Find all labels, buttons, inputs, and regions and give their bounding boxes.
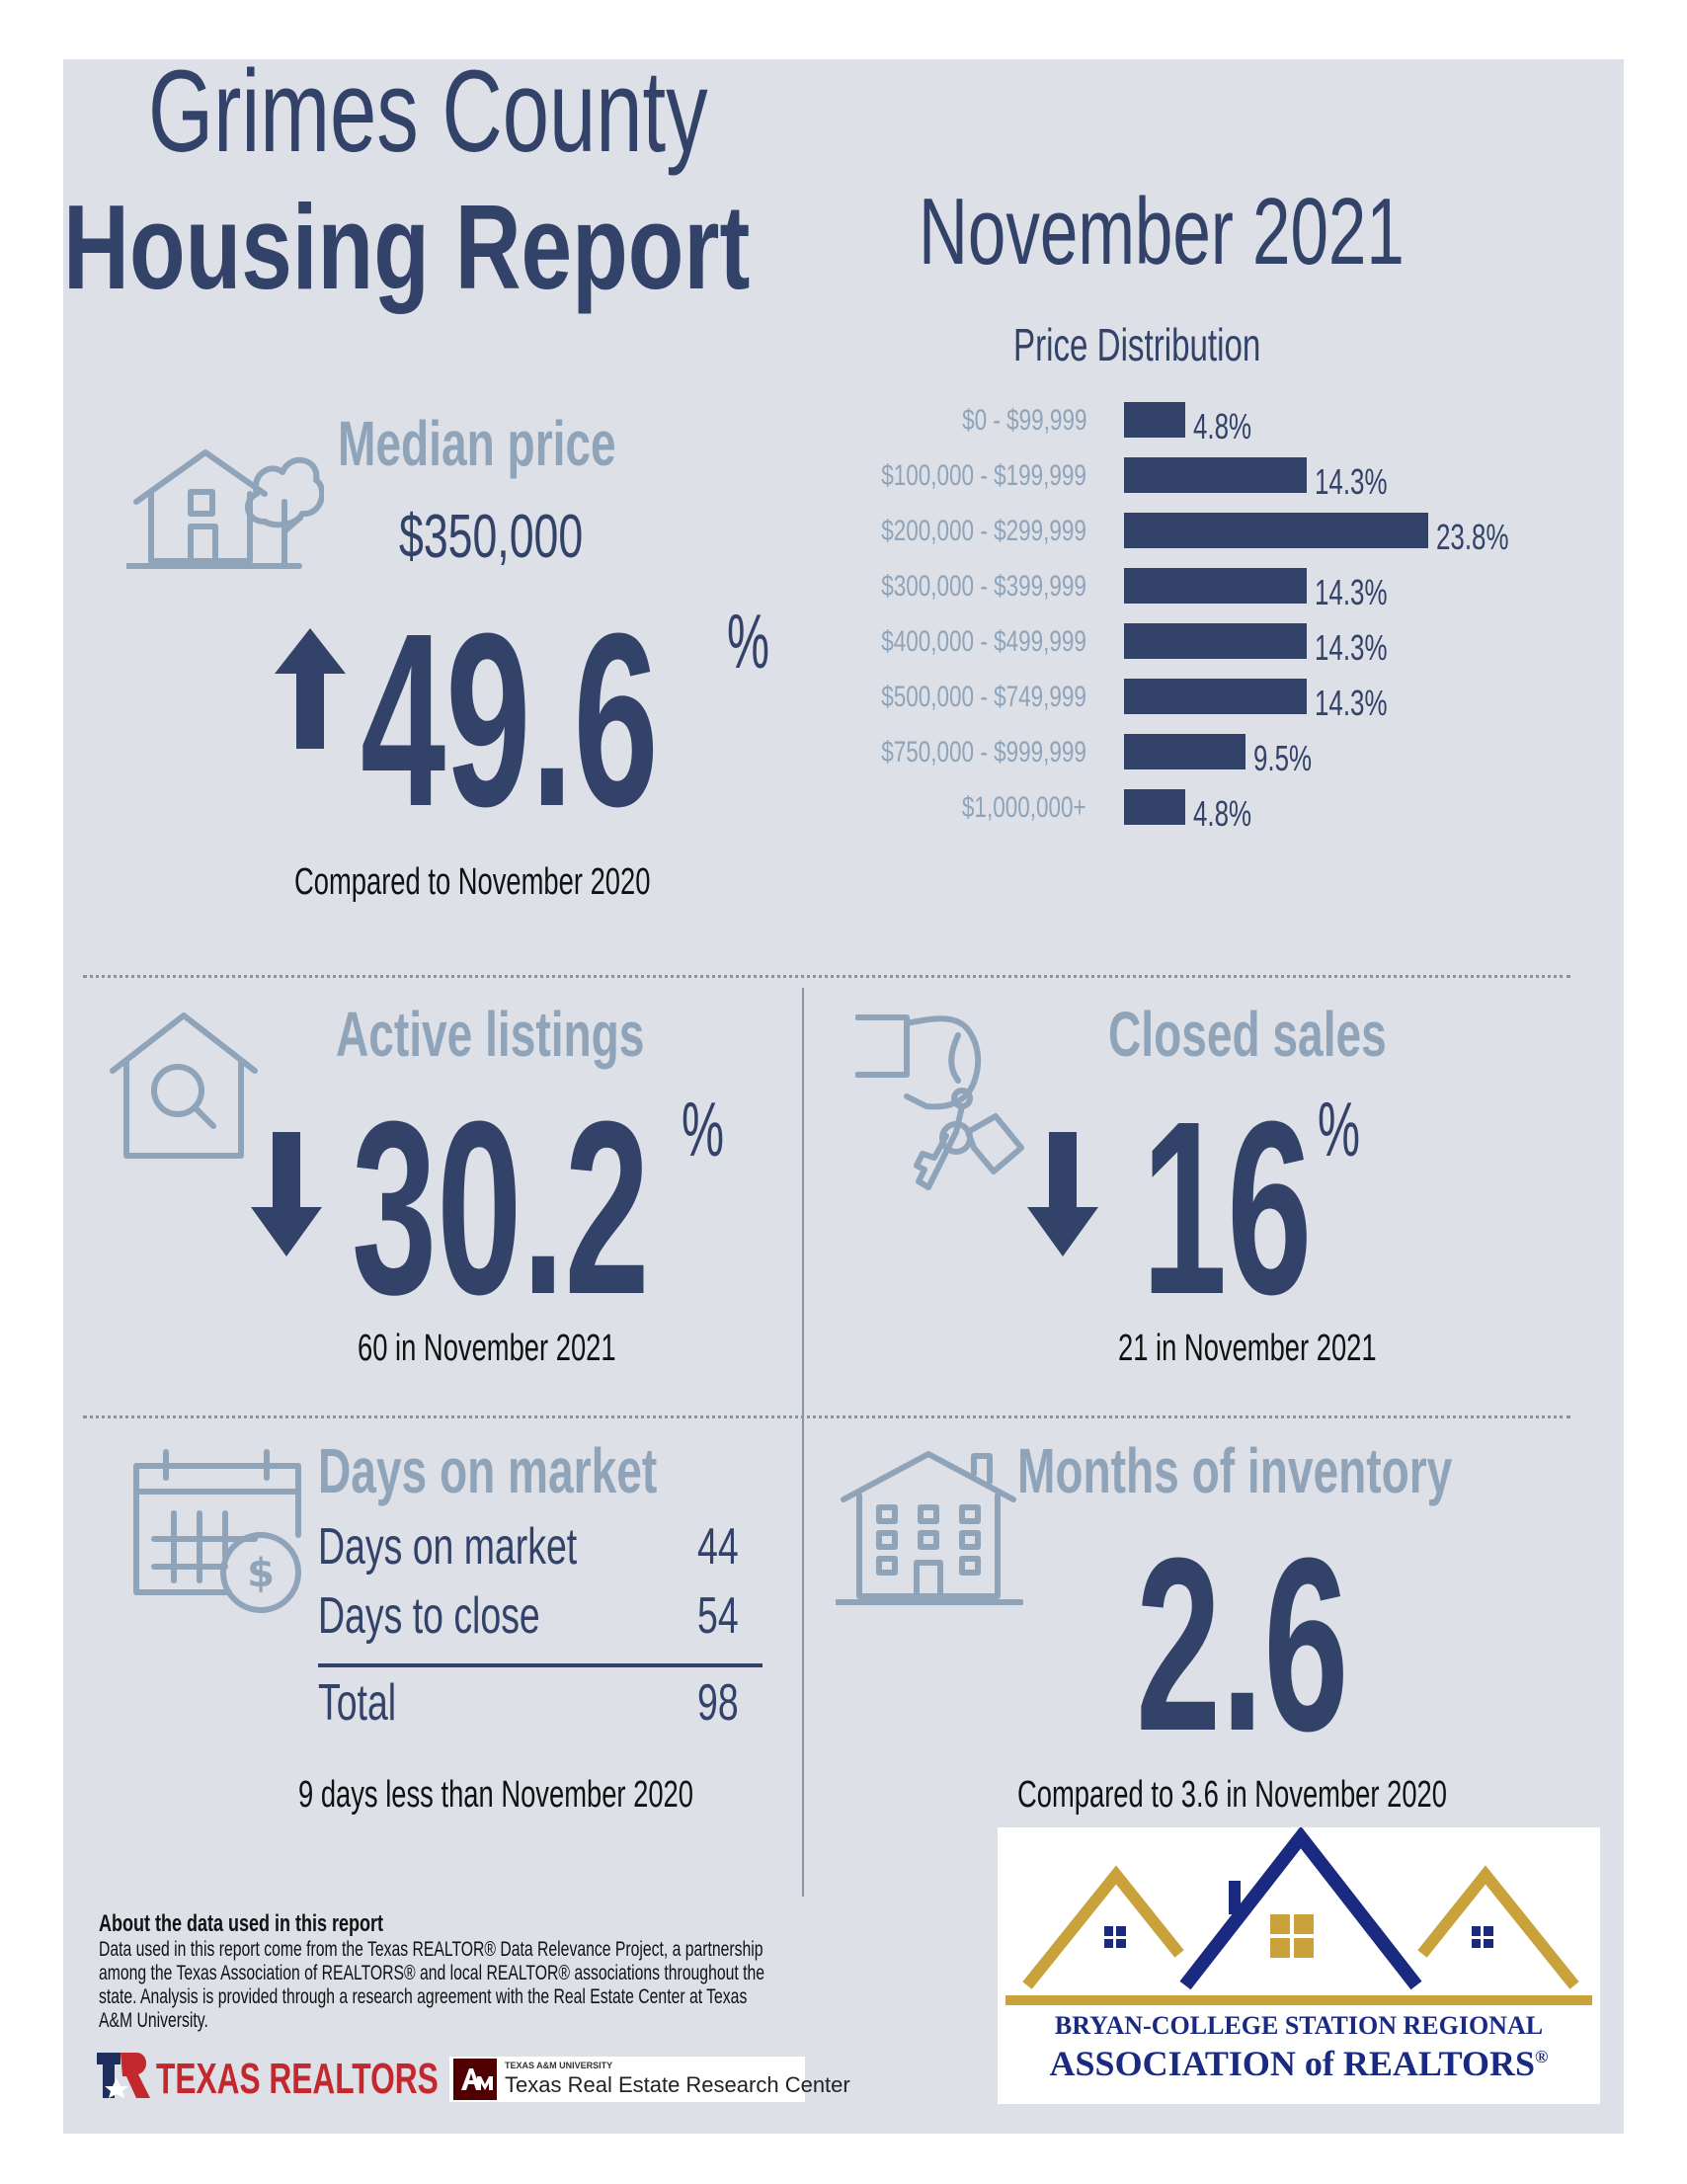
months-inventory-heading: Months of inventory — [1017, 1435, 1453, 1506]
price-range-label: $200,000 - $299,999 — [881, 515, 1086, 547]
hand-keys-icon — [855, 1014, 1024, 1190]
dtc-row-value: 54 — [697, 1587, 739, 1645]
price-distribution-bar — [1124, 789, 1185, 825]
price-distribution-value: 4.8% — [1193, 406, 1252, 446]
price-distribution-value: 23.8% — [1436, 517, 1509, 557]
price-distribution-value: 14.3% — [1315, 627, 1388, 668]
bcs-association-logo: BRYAN-COLLEGE STATION REGIONAL ASSOCIATI… — [998, 1827, 1600, 2104]
texas-realtors-logo-mark — [97, 2053, 150, 2098]
price-distribution-bar — [1124, 513, 1428, 548]
apartment-building-icon — [836, 1451, 1023, 1605]
total-row-label: Total — [318, 1674, 397, 1732]
arrow-down-icon — [1027, 1132, 1098, 1256]
price-distribution-value: 9.5% — [1253, 738, 1313, 778]
closed-sales-caption: 21 in November 2021 — [1118, 1328, 1377, 1369]
total-row-value: 98 — [697, 1674, 739, 1732]
price-range-label: $500,000 - $749,999 — [881, 681, 1086, 713]
dom-row-label: Days on market — [318, 1518, 578, 1576]
about-body: Data used in this report come from the T… — [99, 1938, 764, 2032]
bcs-roofs-icon — [1005, 1827, 1592, 2005]
price-distribution-bar — [1124, 568, 1307, 604]
divider-top — [83, 975, 1570, 978]
price-distribution-row: $200,000 - $299,999 23.8% — [751, 511, 1541, 557]
months-inventory-caption: Compared to 3.6 in November 2020 — [1017, 1774, 1447, 1816]
arrow-up-icon — [275, 628, 346, 749]
house-with-tree-icon — [126, 449, 324, 569]
price-distribution-row: $500,000 - $749,999 14.3% — [751, 677, 1541, 723]
price-distribution-row: $400,000 - $499,999 14.3% — [751, 621, 1541, 668]
closed-sales-pct-sign: % — [1318, 1086, 1361, 1173]
title-report: Housing Report — [63, 180, 751, 314]
title-county: Grimes County — [148, 46, 708, 177]
bcs-logo-line2-text: ASSOCIATION of REALTORS — [1049, 2044, 1536, 2083]
price-distribution-title: Price Distribution — [1013, 319, 1261, 370]
price-distribution-bar — [1124, 734, 1245, 769]
tamu-mark-icon — [453, 2059, 497, 2100]
price-distribution-value: 14.3% — [1315, 572, 1388, 612]
report-month: November 2021 — [919, 179, 1405, 284]
price-distribution-row: $300,000 - $399,999 14.3% — [751, 566, 1541, 612]
closed-sales-change: 16 — [1142, 1070, 1313, 1345]
median-price-value: $350,000 — [399, 503, 584, 571]
active-listings-heading: Active listings — [336, 999, 645, 1070]
report-panel — [63, 59, 1624, 2134]
dom-row-value: 44 — [697, 1518, 739, 1576]
price-distribution-bar — [1124, 402, 1185, 438]
about-title: About the data used in this report — [99, 1910, 384, 1937]
price-distribution-row: $0 - $99,999 4.8% — [751, 400, 1541, 446]
days-on-market-heading: Days on market — [318, 1435, 658, 1506]
svg-text:$: $ — [247, 1551, 275, 1596]
active-listings-pct-sign: % — [682, 1086, 725, 1173]
months-inventory-value: 2.6 — [1136, 1506, 1349, 1782]
bcs-logo-reg-mark: ® — [1535, 2047, 1549, 2066]
active-listings-change: 30.2 — [352, 1070, 650, 1345]
closed-sales-heading: Closed sales — [1108, 999, 1387, 1070]
price-range-label: $750,000 - $999,999 — [881, 736, 1086, 768]
price-distribution-bar — [1124, 457, 1307, 493]
tamu-name-text: Texas Real Estate Research Center — [505, 2072, 850, 2097]
price-distribution-value: 14.3% — [1315, 461, 1388, 502]
median-price-heading: Median price — [338, 408, 616, 479]
days-on-market-caption: 9 days less than November 2020 — [298, 1774, 693, 1816]
calendar-dollar-icon: $ — [133, 1449, 301, 1613]
price-range-label: $400,000 - $499,999 — [881, 625, 1086, 658]
tamu-logo: TEXAS A&M UNIVERSITY Texas Real Estate R… — [449, 2057, 850, 2102]
price-distribution-value: 4.8% — [1193, 793, 1252, 834]
bcs-logo-line2: ASSOCIATION of REALTORS® — [998, 2043, 1600, 2084]
price-distribution-value: 14.3% — [1315, 683, 1388, 723]
price-distribution-row: $750,000 - $999,999 9.5% — [751, 732, 1541, 778]
active-listings-caption: 60 in November 2021 — [358, 1328, 616, 1369]
median-price-pct-sign: % — [727, 598, 770, 685]
divider-middle — [83, 1416, 1570, 1418]
price-range-label: $100,000 - $199,999 — [881, 459, 1086, 492]
price-distribution-bar — [1124, 623, 1307, 659]
total-rule — [318, 1663, 763, 1667]
arrow-down-icon — [251, 1132, 322, 1256]
divider-vertical — [802, 988, 804, 1897]
texas-realtors-logo-text: TEXAS REALTORS — [156, 2055, 439, 2103]
price-range-label: $1,000,000+ — [962, 791, 1086, 824]
price-distribution-bar — [1124, 679, 1307, 714]
house-magnifier-icon — [110, 1012, 258, 1159]
tamu-small-text: TEXAS A&M UNIVERSITY — [505, 2061, 613, 2070]
bcs-logo-line1: BRYAN-COLLEGE STATION REGIONAL — [1054, 2011, 1544, 2040]
median-price-change: 49.6 — [361, 582, 659, 857]
price-distribution-row: $1,000,000+ 4.8% — [751, 787, 1541, 834]
price-distribution-row: $100,000 - $199,999 14.3% — [751, 455, 1541, 502]
median-price-caption: Compared to November 2020 — [294, 861, 651, 903]
price-range-label: $0 - $99,999 — [961, 404, 1086, 437]
price-range-label: $300,000 - $399,999 — [881, 570, 1086, 603]
dtc-row-label: Days to close — [318, 1587, 540, 1645]
